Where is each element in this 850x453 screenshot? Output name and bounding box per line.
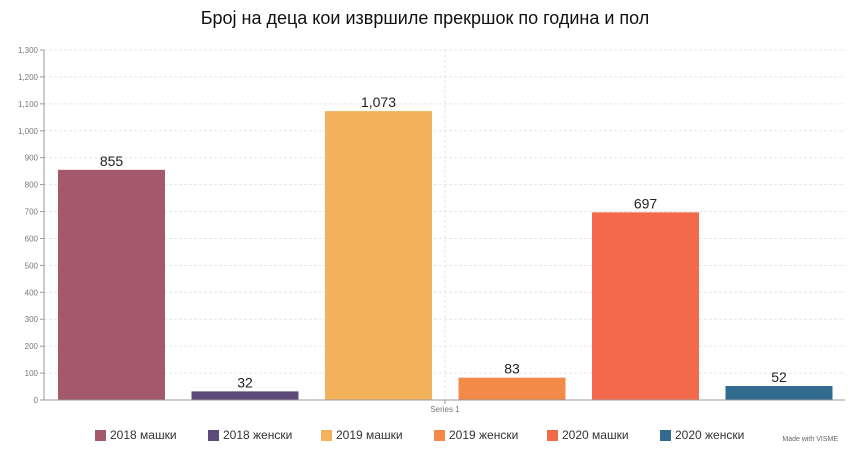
legend-label: 2019 женски bbox=[449, 428, 519, 442]
legend-item[interactable]: 2019 женски bbox=[434, 428, 547, 442]
legend-label: 2019 машки bbox=[336, 428, 403, 442]
data-label: 697 bbox=[634, 195, 658, 211]
x-tick-label: Series 1 bbox=[430, 405, 460, 414]
bar bbox=[325, 111, 432, 400]
y-tick-label: 200 bbox=[25, 342, 39, 351]
y-tick-label: 400 bbox=[25, 288, 39, 297]
y-tick-label: 500 bbox=[25, 261, 39, 270]
legend-swatch bbox=[208, 429, 219, 441]
legend-item[interactable]: 2020 женски bbox=[660, 428, 773, 442]
y-tick-label: 700 bbox=[25, 208, 39, 217]
bar bbox=[725, 386, 833, 400]
data-label: 855 bbox=[100, 153, 124, 169]
y-tick-label: 900 bbox=[25, 154, 39, 163]
legend-swatch bbox=[434, 429, 445, 441]
legend-item[interactable]: 2018 женски bbox=[208, 428, 321, 442]
legend-item[interactable]: 2019 машки bbox=[321, 428, 434, 442]
legend-label: 2020 машки bbox=[562, 428, 629, 442]
y-tick-label: 1,300 bbox=[18, 46, 39, 55]
bar bbox=[458, 377, 566, 400]
made-with-visme[interactable]: Made with VISME bbox=[782, 436, 838, 443]
y-tick-label: 800 bbox=[25, 181, 39, 190]
legend-swatch bbox=[321, 429, 332, 441]
data-label: 52 bbox=[771, 369, 787, 385]
legend-swatch bbox=[660, 429, 671, 441]
legend-swatch bbox=[95, 429, 106, 441]
bar bbox=[191, 391, 299, 400]
y-tick-label: 300 bbox=[25, 315, 39, 324]
data-label: 32 bbox=[237, 374, 253, 390]
legend: 2018 машки 2018 женски 2019 машки 2019 женс… bbox=[95, 428, 773, 442]
bar bbox=[58, 169, 165, 400]
legend-item[interactable]: 2020 машки bbox=[547, 428, 660, 442]
y-tick-label: 600 bbox=[25, 234, 39, 243]
legend-swatch bbox=[547, 429, 558, 441]
legend-item[interactable]: 2018 машки bbox=[95, 428, 208, 442]
y-tick-label: 0 bbox=[34, 396, 39, 405]
y-tick-label: 1,100 bbox=[18, 100, 39, 109]
y-tick-label: 1,000 bbox=[18, 127, 39, 136]
chart-title: Број на деца кои извршиле прекршок по го… bbox=[200, 8, 650, 28]
y-tick-label: 1,200 bbox=[18, 73, 39, 82]
bar bbox=[592, 212, 699, 400]
y-tick-label: 100 bbox=[25, 369, 39, 378]
data-label: 83 bbox=[504, 361, 520, 377]
legend-label: 2018 женски bbox=[223, 428, 293, 442]
legend-label: 2020 женски bbox=[675, 428, 745, 442]
legend-label: 2018 машки bbox=[110, 428, 177, 442]
data-label: 1,073 bbox=[361, 94, 396, 110]
